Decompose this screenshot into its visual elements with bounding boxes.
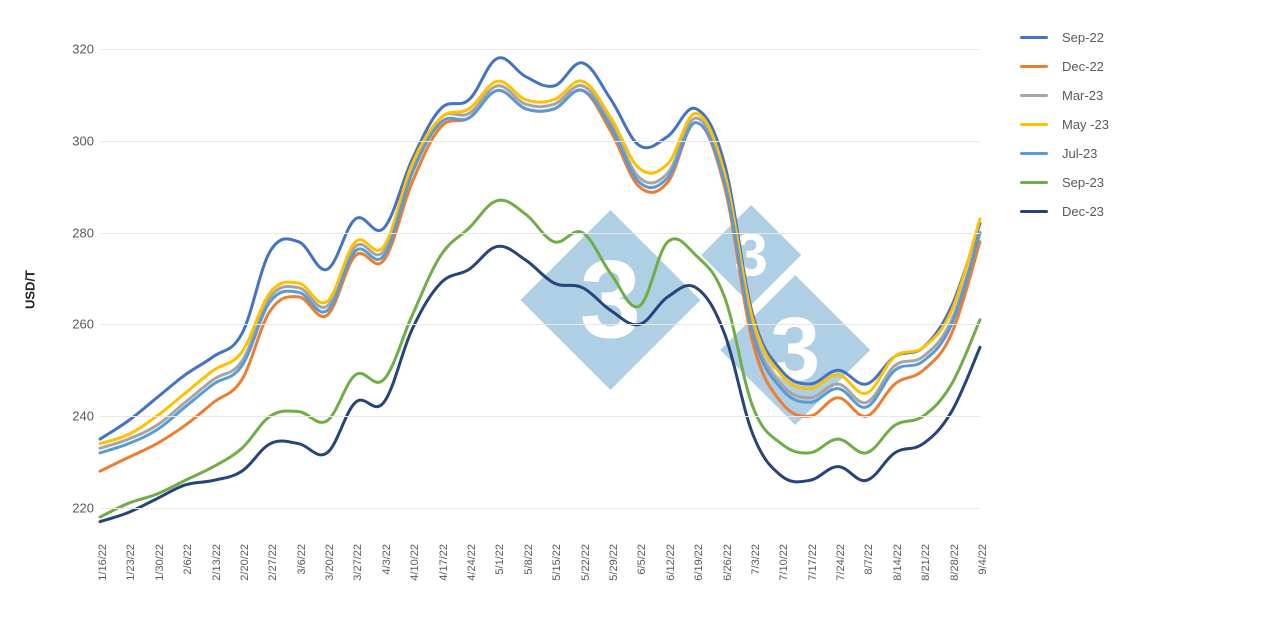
legend-label: May -23 [1062, 117, 1109, 132]
y-tick-label: 300 [72, 133, 94, 148]
x-tick-label: 1/16/22 [97, 544, 109, 581]
plot-area: 333 2202402602803003201/16/221/23/221/30… [100, 40, 980, 540]
x-tick-label: 2/6/22 [182, 544, 194, 575]
x-tick-label: 2/20/22 [239, 544, 251, 581]
x-tick-label: 3/27/22 [352, 544, 364, 581]
x-tick-label: 5/22/22 [580, 544, 592, 581]
gridline-y [100, 141, 980, 142]
x-tick-label: 5/8/22 [523, 544, 535, 575]
x-tick-label: 6/12/22 [665, 544, 677, 581]
x-tick-label: 6/19/22 [693, 544, 705, 581]
legend-swatch [1020, 181, 1048, 184]
y-tick-label: 260 [72, 317, 94, 332]
legend-item: Sep-23 [1020, 175, 1260, 190]
x-tick-label: 6/5/22 [636, 544, 648, 575]
legend-item: Dec-23 [1020, 204, 1260, 219]
legend-swatch [1020, 123, 1048, 126]
legend-label: Dec-23 [1062, 204, 1104, 219]
x-tick-label: 8/28/22 [949, 544, 961, 581]
y-tick-label: 220 [72, 500, 94, 515]
y-axis-label: USD/T [23, 270, 38, 309]
gridline-y [100, 49, 980, 50]
legend-item: Sep-22 [1020, 30, 1260, 45]
y-tick-label: 320 [72, 42, 94, 57]
y-tick-label: 240 [72, 409, 94, 424]
gridline-y [100, 508, 980, 509]
x-tick-label: 1/30/22 [154, 544, 166, 581]
x-tick-label: 7/3/22 [750, 544, 762, 575]
x-tick-label: 8/14/22 [892, 544, 904, 581]
y-tick-label: 280 [72, 225, 94, 240]
series-line [100, 90, 980, 471]
x-tick-label: 8/21/22 [920, 544, 932, 581]
legend-item: Mar-23 [1020, 88, 1260, 103]
x-tick-label: 3/6/22 [296, 544, 308, 575]
legend-item: May -23 [1020, 117, 1260, 132]
x-tick-label: 4/24/22 [466, 544, 478, 581]
x-tick-label: 7/17/22 [807, 544, 819, 581]
legend-swatch [1020, 94, 1048, 97]
x-tick-label: 7/10/22 [778, 544, 790, 581]
legend-item: Dec-22 [1020, 59, 1260, 74]
price-chart: USD/T 333 2202402602803003201/16/221/23/… [0, 0, 1280, 618]
legend-label: Dec-22 [1062, 59, 1104, 74]
x-tick-label: 2/13/22 [211, 544, 223, 581]
x-tick-label: 5/29/22 [608, 544, 620, 581]
x-tick-label: 2/27/22 [267, 544, 279, 581]
gridline-y [100, 324, 980, 325]
legend-item: Jul-23 [1020, 146, 1260, 161]
x-tick-label: 4/3/22 [381, 544, 393, 575]
x-tick-label: 4/10/22 [409, 544, 421, 581]
x-tick-label: 3/20/22 [324, 544, 336, 581]
x-tick-label: 4/17/22 [438, 544, 450, 581]
legend-label: Jul-23 [1062, 146, 1097, 161]
series-line [100, 246, 980, 521]
legend-swatch [1020, 152, 1048, 155]
legend-label: Sep-22 [1062, 30, 1104, 45]
legend-swatch [1020, 65, 1048, 68]
gridline-y [100, 416, 980, 417]
legend-swatch [1020, 210, 1048, 213]
legend-swatch [1020, 36, 1048, 39]
x-tick-label: 7/24/22 [835, 544, 847, 581]
series-lines [100, 40, 980, 540]
x-tick-label: 8/7/22 [863, 544, 875, 575]
x-tick-label: 6/26/22 [722, 544, 734, 581]
x-tick-label: 9/4/22 [977, 544, 989, 575]
gridline-y [100, 233, 980, 234]
x-tick-label: 5/15/22 [551, 544, 563, 581]
x-tick-label: 1/23/22 [125, 544, 137, 581]
legend: Sep-22 Dec-22 Mar-23 May -23 Jul-23 Sep-23 Dec… [1020, 30, 1260, 233]
x-tick-label: 5/1/22 [494, 544, 506, 575]
legend-label: Sep-23 [1062, 175, 1104, 190]
legend-label: Mar-23 [1062, 88, 1103, 103]
